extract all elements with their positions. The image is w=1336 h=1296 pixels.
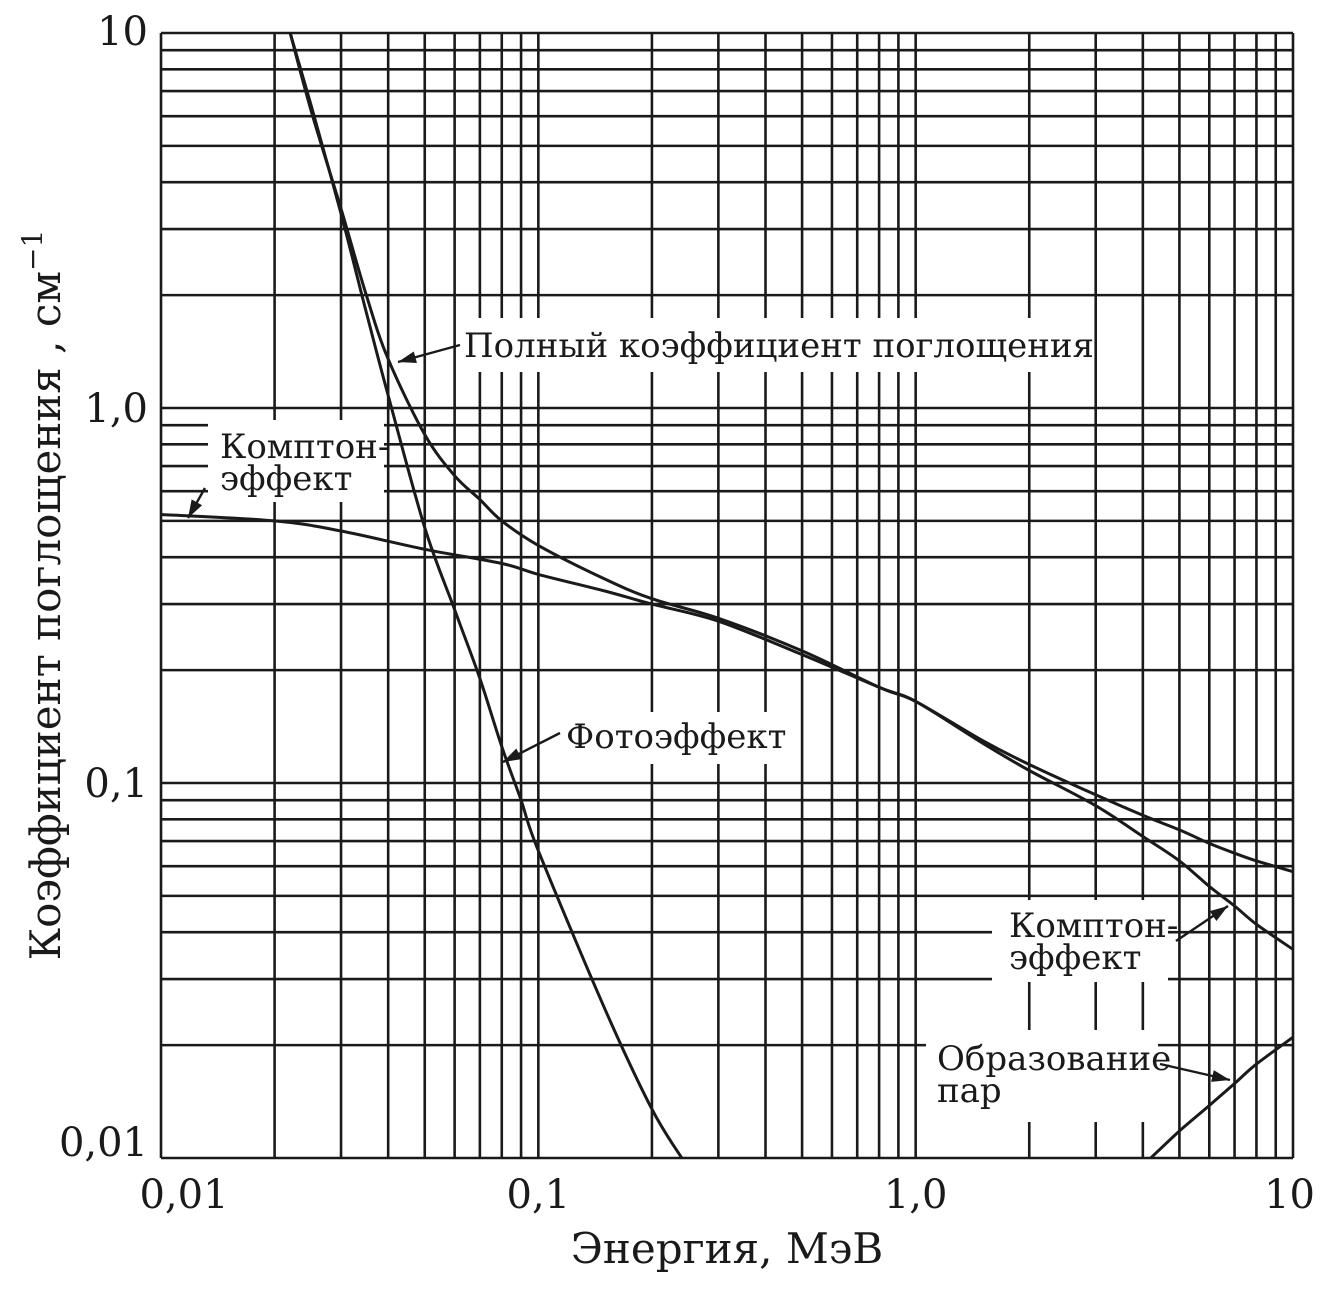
annotations: Полный коэффициент поглощения Комптон-эфф… bbox=[220, 326, 1178, 1111]
annotation-line: эффект bbox=[220, 459, 352, 499]
annotation-background bbox=[554, 712, 786, 764]
x-tick-labels: 0,01 0,1 1,0 10 bbox=[139, 1172, 1315, 1218]
x-tick-label: 0,01 bbox=[139, 1172, 228, 1218]
annotation-background bbox=[992, 900, 1168, 982]
series-photoeffect bbox=[288, 32, 684, 1159]
y-tick-label: 10 bbox=[97, 9, 148, 55]
x-axis-label: Энергия, МэВ bbox=[571, 1224, 883, 1273]
x-tick-label: 0,1 bbox=[507, 1172, 571, 1218]
y-tick-label: 1,0 bbox=[84, 386, 148, 432]
series-total-absorption bbox=[288, 32, 1294, 874]
annotation-line: Фотоэффект bbox=[566, 717, 786, 757]
y-tick-label: 0,1 bbox=[84, 761, 148, 807]
annotation-line: пар bbox=[937, 1071, 1002, 1111]
annotation-line: эффект bbox=[1009, 938, 1141, 978]
series-pair-production bbox=[1149, 1035, 1294, 1160]
y-axis-label-text: Коэффициент поглощения , см bbox=[21, 271, 70, 960]
grid bbox=[159, 31, 1295, 1160]
x-tick-label: 1,0 bbox=[884, 1172, 948, 1218]
annotation-photoeffect: Фотоэффект bbox=[566, 717, 786, 757]
annotation-line: Образование bbox=[937, 1039, 1171, 1079]
annotation-backgrounds bbox=[208, 318, 1168, 1122]
annotation-line: Полный коэффициент поглощения bbox=[464, 326, 1094, 366]
annotation-compton-right: Комптон-эффект bbox=[1009, 906, 1178, 978]
y-tick-label: 0,01 bbox=[59, 1120, 148, 1166]
annotation-background bbox=[456, 318, 1068, 372]
x-tick-label: 10 bbox=[1264, 1172, 1315, 1218]
pointer-total-absorption-head bbox=[398, 351, 417, 364]
y-axis-label: Коэффициент поглощения , см−1 bbox=[16, 230, 70, 961]
annotation-total-absorption: Полный коэффициент поглощения bbox=[464, 326, 1094, 366]
pointer-compton-right-head bbox=[1209, 906, 1228, 922]
y-axis-label-exponent: −1 bbox=[16, 230, 49, 271]
annotation-line: Комптон- bbox=[1009, 906, 1178, 946]
annotation-background bbox=[208, 420, 384, 502]
annotation-line: Комптон- bbox=[220, 427, 389, 467]
series-curves bbox=[160, 32, 1294, 1160]
pointer-compton-left-head bbox=[188, 499, 203, 518]
y-tick-labels: 10 1,0 0,1 0,01 bbox=[59, 9, 148, 1166]
annotation-pair-production: Образование пар bbox=[937, 1039, 1171, 1111]
annotation-compton-left: Комптон-эффект bbox=[220, 427, 389, 499]
pointer-pair-production-head bbox=[1211, 1070, 1230, 1082]
annotation-pointers bbox=[186, 343, 1231, 1082]
series-compton bbox=[160, 513, 1294, 951]
annotation-background bbox=[926, 1030, 1158, 1122]
pointer-photoeffect-head bbox=[503, 748, 522, 762]
